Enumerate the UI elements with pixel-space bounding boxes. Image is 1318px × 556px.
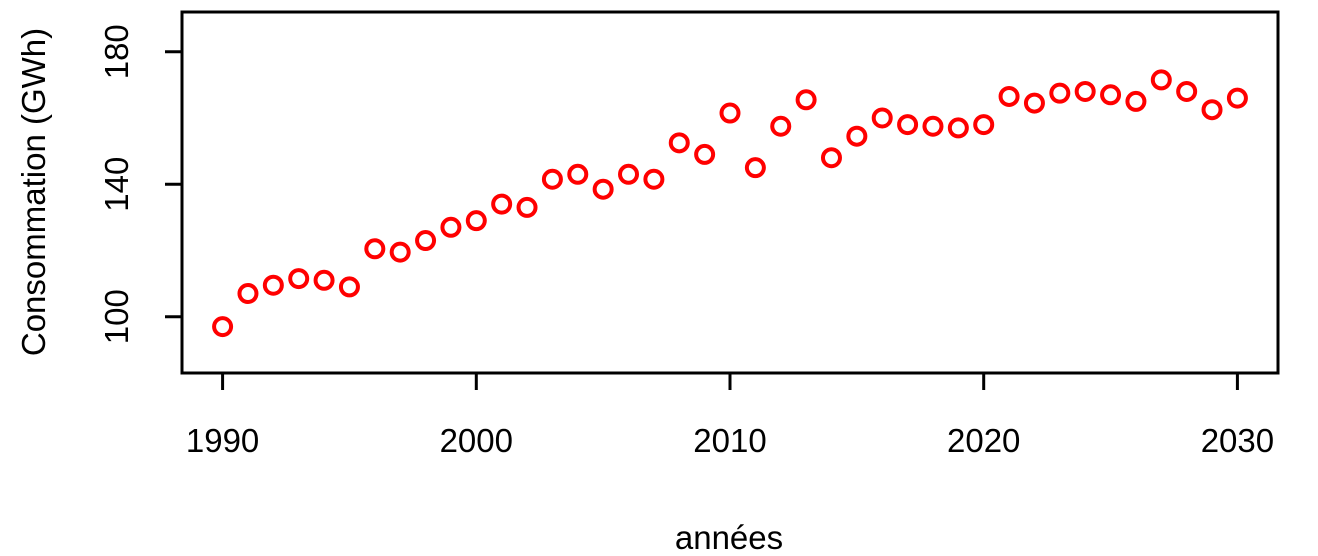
x-axis-title: années — [675, 519, 783, 556]
data-point — [871, 107, 893, 129]
data-point — [288, 268, 310, 290]
data-point — [491, 193, 513, 215]
data-point — [1176, 80, 1198, 102]
data-point — [1049, 82, 1071, 104]
data-point — [719, 102, 741, 124]
data-point — [694, 143, 716, 165]
plot-frame — [180, 10, 1280, 375]
data-point — [237, 283, 259, 305]
data-point — [1023, 92, 1045, 114]
data-point — [973, 114, 995, 136]
data-point — [643, 168, 665, 190]
data-point — [820, 147, 842, 169]
data-point — [516, 196, 538, 218]
data-point — [262, 274, 284, 296]
y-axis: 100 140 180 — [98, 24, 184, 344]
data-point — [338, 276, 360, 298]
x-tick-label: 2030 — [1201, 422, 1274, 459]
data-point — [744, 157, 766, 179]
data-point — [313, 269, 335, 291]
data-point — [998, 85, 1020, 107]
data-point — [364, 238, 386, 260]
data-point — [415, 230, 437, 252]
data-point — [947, 117, 969, 139]
data-point — [618, 163, 640, 185]
y-axis-title: Consommation (GWh) — [15, 28, 52, 356]
x-tick-label: 1990 — [186, 422, 259, 459]
data-point — [922, 115, 944, 137]
data-point — [668, 132, 690, 154]
x-tick-label: 2010 — [693, 422, 766, 459]
data-point — [770, 115, 792, 137]
x-tick-label: 2020 — [947, 422, 1020, 459]
data-point — [567, 163, 589, 185]
data-point — [389, 241, 411, 263]
data-points — [212, 69, 1248, 338]
y-tick-label: 180 — [98, 24, 135, 79]
data-point — [1226, 87, 1248, 109]
data-point — [1125, 90, 1147, 112]
data-point — [440, 216, 462, 238]
data-point — [1074, 80, 1096, 102]
data-point — [1100, 84, 1122, 106]
x-axis: 1990 2000 2010 2020 2030 — [186, 371, 1274, 459]
y-tick-label: 140 — [98, 157, 135, 212]
data-point — [1150, 69, 1172, 91]
data-point — [592, 178, 614, 200]
x-tick-label: 2000 — [440, 422, 513, 459]
data-point — [795, 89, 817, 111]
data-point — [846, 125, 868, 147]
data-point — [465, 210, 487, 232]
data-point — [1201, 99, 1223, 121]
y-tick-label: 100 — [98, 289, 135, 344]
data-point — [541, 168, 563, 190]
data-point — [212, 316, 234, 338]
data-point — [897, 114, 919, 136]
